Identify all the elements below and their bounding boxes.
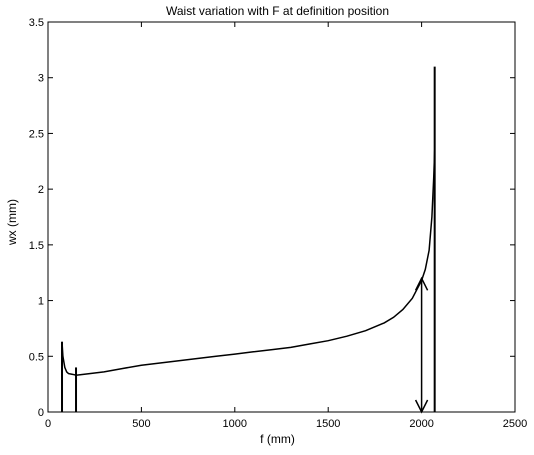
x-tick-label: 500 — [132, 418, 150, 430]
y-tick-label: 1 — [38, 296, 44, 308]
axes-box — [47, 21, 516, 413]
y-tick-label: 3 — [38, 73, 44, 85]
x-tick-label: 2500 — [503, 418, 527, 430]
arrow-head-down — [414, 399, 429, 414]
x-tick-label: 1000 — [223, 418, 247, 430]
x-tick-label: 0 — [45, 418, 51, 430]
arrow-head-up — [414, 276, 429, 291]
y-tick-label: 2.5 — [29, 128, 44, 140]
chart-title: Waist variation with F at definition pos… — [166, 4, 389, 18]
y-tick-label: 0 — [38, 407, 44, 419]
x-tick-label: 2000 — [409, 418, 433, 430]
x-tick-label: 1500 — [316, 418, 340, 430]
x-axis-label: f (mm) — [260, 432, 295, 446]
y-tick-label: 3.5 — [29, 17, 44, 29]
data-series-line — [61, 150, 436, 376]
y-tick-label: 2 — [38, 184, 44, 196]
y-tick-label: 1.5 — [29, 240, 44, 252]
y-tick-label: 0.5 — [29, 351, 44, 363]
y-axis-label: wx (mm) — [5, 199, 19, 245]
